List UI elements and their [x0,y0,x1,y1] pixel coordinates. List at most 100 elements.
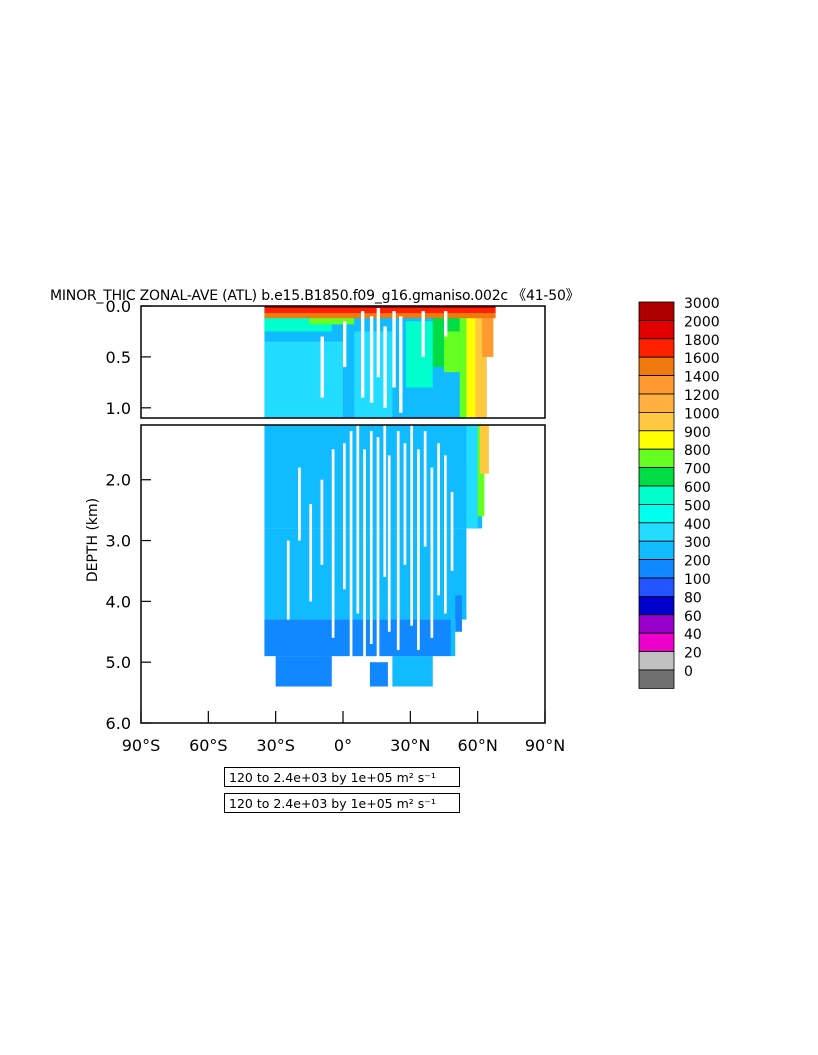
field-cell [455,595,462,632]
colorbar-swatch [638,651,675,671]
colorbar-label: 60 [684,609,702,625]
x-tick-label: 90°S [122,736,161,755]
lower-panel-field [264,425,489,687]
colorbar-swatch [638,503,675,524]
field-gap [421,311,425,357]
colorbar-swatch [638,393,675,413]
upper-panel-field [264,306,496,418]
x-tick-label: 30°S [256,736,295,755]
field-gap [450,491,454,571]
colorbar-swatch [638,430,675,450]
field-cell [405,321,433,388]
y-tick-label: 2.0 [106,471,131,490]
field-gap [369,316,374,403]
colorbar-label: 800 [684,443,711,459]
colorbar-swatch [638,319,675,340]
x-tick-label: 60°N [458,736,498,755]
field-cell [466,316,478,418]
colorbar-label: 1400 [684,370,720,386]
colorbar-label: 80 [684,590,702,606]
field-gap [369,431,373,644]
field-gap [376,308,381,378]
field-gap [444,311,448,337]
field-cell [444,331,460,373]
colorbar-label: 1200 [684,388,720,404]
field-gap [392,311,396,388]
field-cell [466,425,478,529]
colorbar-swatch [638,522,675,542]
colorbar-label: 500 [684,498,711,514]
colorbar-swatch [638,448,675,469]
field-gap [410,425,414,626]
field-gap [444,455,447,614]
field-cell [482,306,494,357]
field-gap [286,540,290,620]
field-cell [264,313,496,319]
colorbar-label: 700 [684,462,711,478]
field-gap [403,443,407,565]
field-gap [423,431,427,547]
colorbar-label: 900 [684,425,711,441]
field-cell [479,425,489,474]
field-cell [264,341,343,418]
y-tick-label: 1.0 [106,399,131,418]
colorbar-swatch [638,467,675,487]
field-gap [343,443,346,590]
colorbar-swatch [638,301,675,321]
colorbar-swatch [638,669,675,689]
x-tick-label: 0° [334,736,352,755]
field-cell [392,656,433,687]
field-gap [376,437,380,663]
field-gap [331,449,335,638]
colorbar-label: 1000 [684,406,720,422]
field-gap [387,455,391,632]
field-cell [275,656,332,687]
field-gap [383,425,387,578]
y-axis-label: DEPTH (km) [85,498,101,582]
y-tick-label: 6.0 [106,714,131,733]
colorbar-label: 1600 [684,351,720,367]
colorbar-swatch [638,375,675,395]
colorbar-swatch [638,632,675,653]
x-tick-label: 90°N [525,736,565,755]
field-gap [309,504,313,602]
colorbar-label: 2000 [684,314,720,330]
field-gap [437,443,440,596]
field-cell [264,308,496,314]
field-gap [417,449,420,651]
colorbar-label: 0 [684,664,693,680]
colorbar-label: 20 [684,646,702,662]
field-gap [356,425,360,614]
colorbar-swatch [638,356,675,377]
field-gap [298,467,301,541]
colorbar-swatch [638,411,675,432]
field-gap [396,431,400,651]
colorbar-swatch [638,614,675,634]
field-gap [349,431,353,687]
y-tick-label: 0.5 [106,348,131,367]
contour-caption-1: 120 to 2.4e+03 by 1e+05 m² s⁻¹ [224,767,460,787]
colorbar-label: 3000 [684,296,720,312]
y-tick-label: 3.0 [106,532,131,551]
field-gap [383,326,387,408]
field-cell [369,662,388,687]
contour-caption-2: 120 to 2.4e+03 by 1e+05 m² s⁻¹ [224,793,460,813]
field-gap [343,321,347,368]
y-tick-label: 0.0 [106,297,131,316]
colorbar-label: 200 [684,554,711,570]
field-cell [264,619,451,657]
field-gap [363,449,366,681]
y-tick-label: 4.0 [106,592,131,611]
colorbar-swatch [638,577,675,597]
field-gap [399,316,403,413]
upper-panel-frame [140,305,546,419]
colorbar-swatch [638,540,675,561]
field-gap [360,311,365,398]
x-tick-label: 60°S [189,736,228,755]
field-background [264,425,483,529]
colorbar-label: 600 [684,480,711,496]
field-cell [475,311,487,418]
colorbar-label: 300 [684,535,711,551]
colorbar-swatch [638,338,675,358]
colorbar-swatch [638,596,675,616]
